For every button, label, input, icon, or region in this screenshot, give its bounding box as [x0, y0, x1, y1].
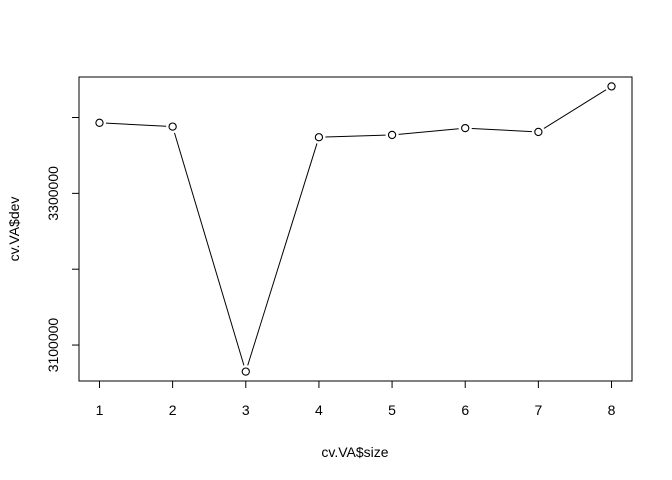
data-point — [461, 123, 470, 133]
x-tick-label: 6 — [461, 402, 469, 418]
x-tick-label: 1 — [96, 402, 104, 418]
series-line-segment — [105, 122, 167, 127]
y-axis: 3100000 3300000 — [45, 117, 80, 373]
series-line-segment — [174, 132, 245, 366]
x-axis-label: cv.VA$size — [321, 444, 388, 460]
series-line-segment — [543, 89, 607, 129]
x-tick-label: 3 — [242, 402, 250, 418]
data-point — [607, 82, 616, 91]
y-axis-label: cv.VA$dev — [6, 197, 22, 262]
x-tick-label: 7 — [534, 402, 542, 418]
data-point — [241, 367, 250, 376]
data-point — [95, 118, 104, 127]
x-tick-label: 4 — [315, 402, 323, 418]
series-line-segment — [247, 143, 318, 366]
x-tick-label: 5 — [388, 402, 396, 418]
y-tick-label: 3100000 — [45, 318, 61, 373]
x-tick-label: 8 — [608, 402, 616, 418]
y-tick-label: 3300000 — [45, 166, 61, 221]
series-line-segment — [471, 127, 532, 133]
data-point — [314, 133, 324, 142]
data-point — [387, 130, 397, 140]
x-axis: 1 2 3 4 5 6 7 8 — [96, 380, 616, 418]
data-point — [168, 122, 177, 131]
series-line-segment — [398, 128, 459, 135]
x-tick-label: 2 — [169, 402, 177, 418]
data-point — [534, 127, 543, 137]
series-layer — [95, 82, 616, 376]
series-line-segment — [325, 134, 386, 138]
